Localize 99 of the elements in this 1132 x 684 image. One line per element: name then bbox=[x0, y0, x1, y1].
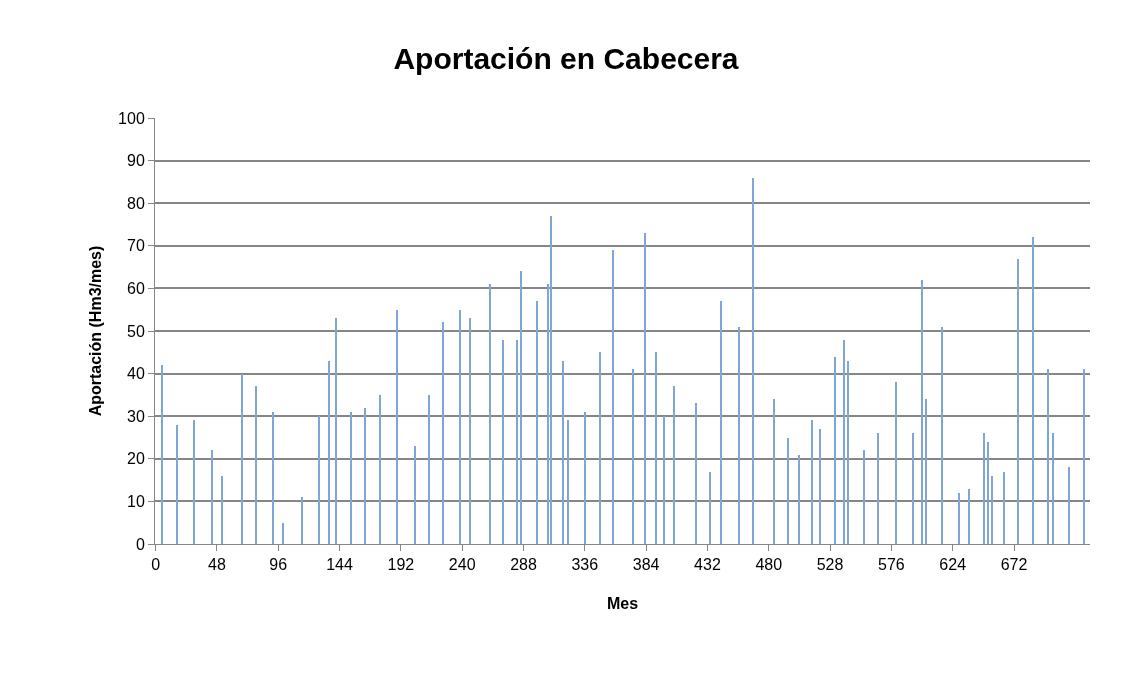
bar bbox=[428, 395, 430, 544]
bar bbox=[709, 472, 711, 544]
bar bbox=[912, 433, 914, 544]
bar bbox=[811, 420, 813, 544]
chart-title: Aportación en Cabecera bbox=[393, 41, 739, 75]
bar bbox=[895, 382, 897, 544]
bar bbox=[968, 489, 970, 544]
bar bbox=[941, 327, 943, 544]
bar bbox=[925, 399, 927, 544]
bar bbox=[221, 476, 223, 544]
bar bbox=[798, 455, 800, 544]
bar bbox=[350, 412, 352, 544]
bar bbox=[991, 476, 993, 544]
x-tick-label: 144 bbox=[326, 556, 354, 574]
bar bbox=[720, 301, 722, 544]
bar bbox=[567, 420, 569, 544]
bar bbox=[520, 271, 522, 544]
bar bbox=[469, 318, 471, 544]
bar bbox=[1052, 433, 1054, 544]
bar bbox=[1003, 472, 1005, 544]
bar bbox=[819, 429, 821, 544]
bar bbox=[328, 361, 330, 544]
y-tick-label: 50 bbox=[127, 322, 145, 340]
x-tick-label: 576 bbox=[878, 556, 905, 574]
bar bbox=[335, 318, 337, 544]
bar bbox=[773, 399, 775, 544]
bar bbox=[921, 280, 923, 544]
y-tick-label: 90 bbox=[127, 152, 145, 170]
bar bbox=[1083, 369, 1085, 544]
bar bbox=[1032, 237, 1034, 544]
bar bbox=[176, 425, 178, 544]
bar bbox=[695, 403, 697, 544]
bar bbox=[502, 340, 504, 544]
x-tick-label: 336 bbox=[571, 556, 599, 574]
bar bbox=[379, 395, 381, 544]
bar bbox=[834, 357, 836, 544]
y-tick-label: 20 bbox=[127, 450, 145, 468]
bar bbox=[161, 365, 163, 544]
x-tick-label: 624 bbox=[939, 556, 967, 574]
bar bbox=[673, 386, 675, 544]
y-tick-label: 30 bbox=[127, 407, 145, 425]
bar bbox=[843, 340, 845, 544]
bar bbox=[584, 412, 586, 544]
bar bbox=[396, 310, 398, 544]
bar bbox=[301, 497, 303, 544]
x-tick-label: 672 bbox=[1000, 556, 1028, 574]
bar bbox=[644, 233, 646, 544]
y-tick-label: 10 bbox=[127, 493, 145, 510]
y-tick-label: 40 bbox=[127, 365, 145, 383]
x-tick-label: 0 bbox=[151, 556, 161, 574]
bar bbox=[958, 493, 960, 544]
y-tick-label: 100 bbox=[118, 109, 145, 127]
bar bbox=[550, 216, 552, 544]
bar bbox=[1017, 259, 1019, 544]
y-tick-label: 70 bbox=[127, 237, 145, 255]
bar bbox=[877, 433, 879, 544]
bar bbox=[241, 374, 243, 544]
bar bbox=[847, 361, 849, 544]
bar bbox=[632, 369, 634, 544]
bar bbox=[282, 523, 284, 544]
bar bbox=[536, 301, 538, 544]
bar bbox=[442, 322, 444, 544]
bar bbox=[738, 327, 740, 544]
x-tick-label: 240 bbox=[448, 556, 476, 574]
bar bbox=[1068, 467, 1070, 544]
bar bbox=[272, 412, 274, 544]
x-tick-label: 384 bbox=[632, 556, 660, 574]
bar bbox=[459, 310, 461, 544]
bar bbox=[599, 352, 601, 544]
x-tick-label: 192 bbox=[387, 556, 415, 574]
x-tick-label: 528 bbox=[816, 556, 844, 574]
bar bbox=[193, 420, 195, 544]
bar bbox=[364, 408, 366, 544]
x-tick-label: 96 bbox=[269, 556, 288, 574]
bar bbox=[752, 178, 754, 544]
bar bbox=[318, 416, 320, 544]
bar bbox=[414, 446, 416, 544]
bar bbox=[516, 340, 518, 544]
bar bbox=[655, 352, 657, 544]
bar bbox=[489, 284, 491, 544]
bar bbox=[663, 416, 665, 544]
y-tick-label: 80 bbox=[127, 194, 145, 212]
bar bbox=[983, 433, 985, 544]
x-tick-label: 432 bbox=[694, 556, 721, 574]
x-tick-label: 480 bbox=[755, 556, 783, 574]
x-tick-label: 48 bbox=[208, 556, 226, 574]
bar bbox=[612, 250, 614, 544]
bar bbox=[863, 450, 865, 544]
bar bbox=[987, 442, 989, 544]
y-tick-label: 0 bbox=[135, 535, 145, 553]
bar bbox=[787, 438, 789, 544]
y-axis-title: Aportación (Hm3/mes) bbox=[87, 245, 104, 417]
x-axis-title: Mes bbox=[606, 594, 639, 612]
bar bbox=[1047, 369, 1049, 544]
x-tick-label: 288 bbox=[510, 556, 537, 574]
bar bbox=[211, 450, 213, 544]
bar bbox=[255, 386, 257, 544]
y-tick-label: 60 bbox=[127, 280, 145, 297]
bar bbox=[562, 361, 564, 544]
